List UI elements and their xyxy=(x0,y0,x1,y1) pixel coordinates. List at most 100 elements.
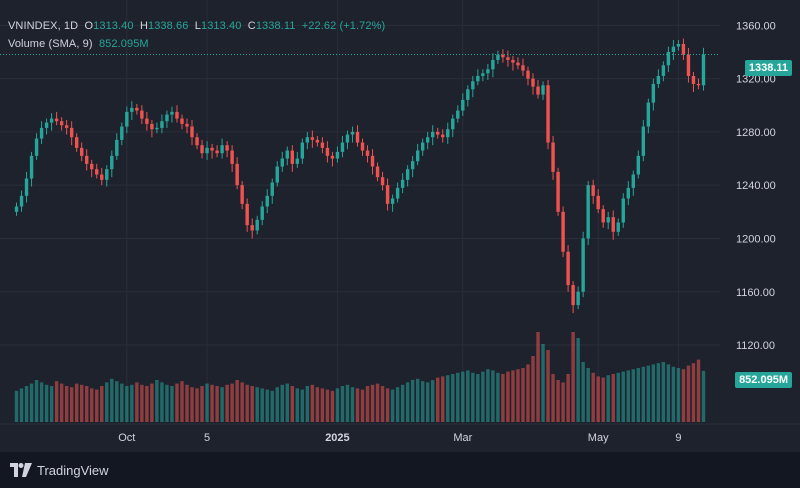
candle-body xyxy=(666,51,671,66)
volume-bar xyxy=(49,386,54,422)
volume-bar xyxy=(19,388,24,422)
time-tick-label: 2025 xyxy=(325,432,349,444)
volume-bar xyxy=(79,384,84,422)
candle-body xyxy=(150,123,154,130)
volume-bar xyxy=(531,356,535,422)
candle-body xyxy=(636,155,641,175)
volume-bar xyxy=(606,375,610,422)
volume-bar xyxy=(275,387,279,422)
candle-body xyxy=(420,142,425,151)
volume-bar xyxy=(616,372,620,422)
candle-body xyxy=(646,102,651,127)
volume-bar xyxy=(661,362,666,422)
volume-bar xyxy=(586,368,590,422)
candle-body xyxy=(95,169,99,175)
volume-bar xyxy=(546,350,550,422)
volume-bar xyxy=(526,364,530,422)
volume-bar xyxy=(310,384,315,422)
candle-body xyxy=(265,195,269,207)
volume-bar xyxy=(441,376,445,422)
candle-body xyxy=(656,75,661,84)
candle-body xyxy=(305,137,310,143)
volume-bar xyxy=(551,374,555,422)
candle-body xyxy=(34,138,39,156)
candle-body xyxy=(240,185,244,204)
volume-bar xyxy=(315,387,320,422)
candle-body xyxy=(270,182,274,196)
volume-bar xyxy=(591,372,595,422)
close-value: 1338.11 xyxy=(255,20,296,32)
candle-body xyxy=(100,174,104,180)
last-price-tag: 1338.11 xyxy=(744,60,792,76)
candle-body xyxy=(616,222,620,232)
volume-bar xyxy=(641,366,646,422)
volume-bar xyxy=(335,388,340,422)
volume-bar xyxy=(631,369,635,422)
volume-bar xyxy=(395,387,400,422)
candle-body xyxy=(360,142,365,151)
candle-body xyxy=(631,174,635,188)
volume-bar xyxy=(491,370,495,422)
candle-body xyxy=(611,217,615,232)
candle-body xyxy=(115,139,119,156)
volume-bar xyxy=(350,387,355,422)
time-tick-label: 9 xyxy=(675,432,681,444)
time-tick-label: Mar xyxy=(453,432,472,444)
volume-bar xyxy=(240,382,244,422)
volume-bar xyxy=(140,384,144,422)
volume-bar xyxy=(340,386,345,422)
candle-body xyxy=(335,151,340,159)
candle-body xyxy=(626,187,630,199)
volume-bar xyxy=(325,389,330,422)
candle-body xyxy=(295,158,300,164)
candle-body xyxy=(44,122,49,128)
volume-bar xyxy=(681,369,686,422)
volume-bar xyxy=(155,380,159,422)
candle-body xyxy=(405,169,410,180)
volume-bar xyxy=(285,383,289,422)
volume-bar xyxy=(125,386,129,422)
tradingview-branding[interactable]: TradingView xyxy=(10,460,109,480)
candle-body xyxy=(190,126,194,138)
time-axis[interactable]: Oct 5 2025 Mar May 9 xyxy=(0,423,800,444)
chart-panel[interactable]: 1120.00 1160.00 1200.00 1240.00 1280.00 1320.… xyxy=(0,0,800,452)
candle-body xyxy=(606,217,610,223)
volume-legend[interactable]: Volume (SMA, 9) 852.095M xyxy=(8,38,149,50)
candle-body xyxy=(561,211,565,252)
candle-body xyxy=(325,147,330,156)
chart-canvas[interactable]: 1120.00 1160.00 1200.00 1240.00 1280.00 1320.… xyxy=(0,0,800,452)
candle-body xyxy=(686,54,691,76)
volume-bar xyxy=(250,386,254,422)
volume-bar xyxy=(34,380,39,422)
open-value: 1313.40 xyxy=(93,20,134,32)
candle-body xyxy=(19,195,24,207)
candle-body xyxy=(576,291,580,306)
volume-bar xyxy=(59,383,64,422)
candle-body xyxy=(456,110,460,119)
volume-bar xyxy=(110,378,114,422)
candle-body xyxy=(140,110,144,119)
candle-body xyxy=(546,85,550,143)
volume-bar xyxy=(205,383,209,422)
interval-label[interactable]: 1D xyxy=(63,20,79,32)
candle-body xyxy=(581,238,585,292)
candle-body xyxy=(300,142,305,159)
volume-bar xyxy=(556,380,560,422)
volume-bar xyxy=(115,381,119,422)
candle-body xyxy=(24,178,29,196)
volume-bar xyxy=(516,369,520,422)
candle-body xyxy=(74,137,79,148)
volume-bar xyxy=(456,372,460,422)
volume-bar xyxy=(636,368,641,422)
open-label: O xyxy=(84,20,94,32)
symbol-name[interactable]: VNINDEX xyxy=(8,20,58,32)
candle-body xyxy=(85,155,89,164)
volume-bar xyxy=(496,372,500,422)
candle-body xyxy=(481,73,485,76)
volume-bar xyxy=(300,389,305,422)
ohlc-legend: VNINDEX, 1D O1313.40 H1338.66 L1313.40 C… xyxy=(8,20,386,32)
volume-bar xyxy=(69,387,74,422)
candle-body xyxy=(79,147,84,156)
candle-body xyxy=(220,145,224,154)
volume-bar xyxy=(235,380,239,422)
